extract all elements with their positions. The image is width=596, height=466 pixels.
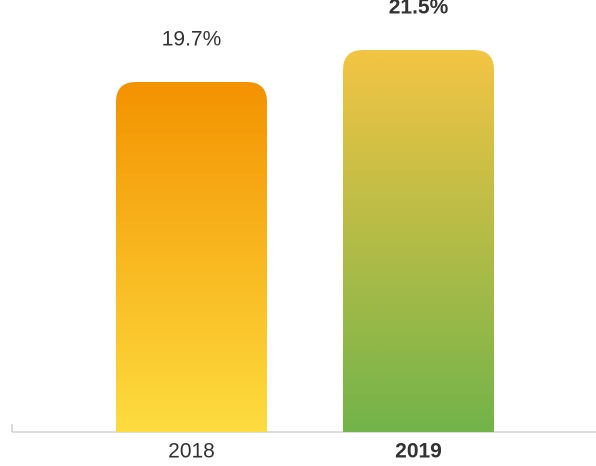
x-tick-label: 2019	[395, 440, 442, 463]
value-label: 19.7%	[162, 28, 222, 51]
value-label: 21.5%	[389, 0, 449, 19]
bar	[116, 81, 267, 433]
bar	[343, 50, 494, 432]
x-tick-label: 2018	[168, 440, 215, 463]
